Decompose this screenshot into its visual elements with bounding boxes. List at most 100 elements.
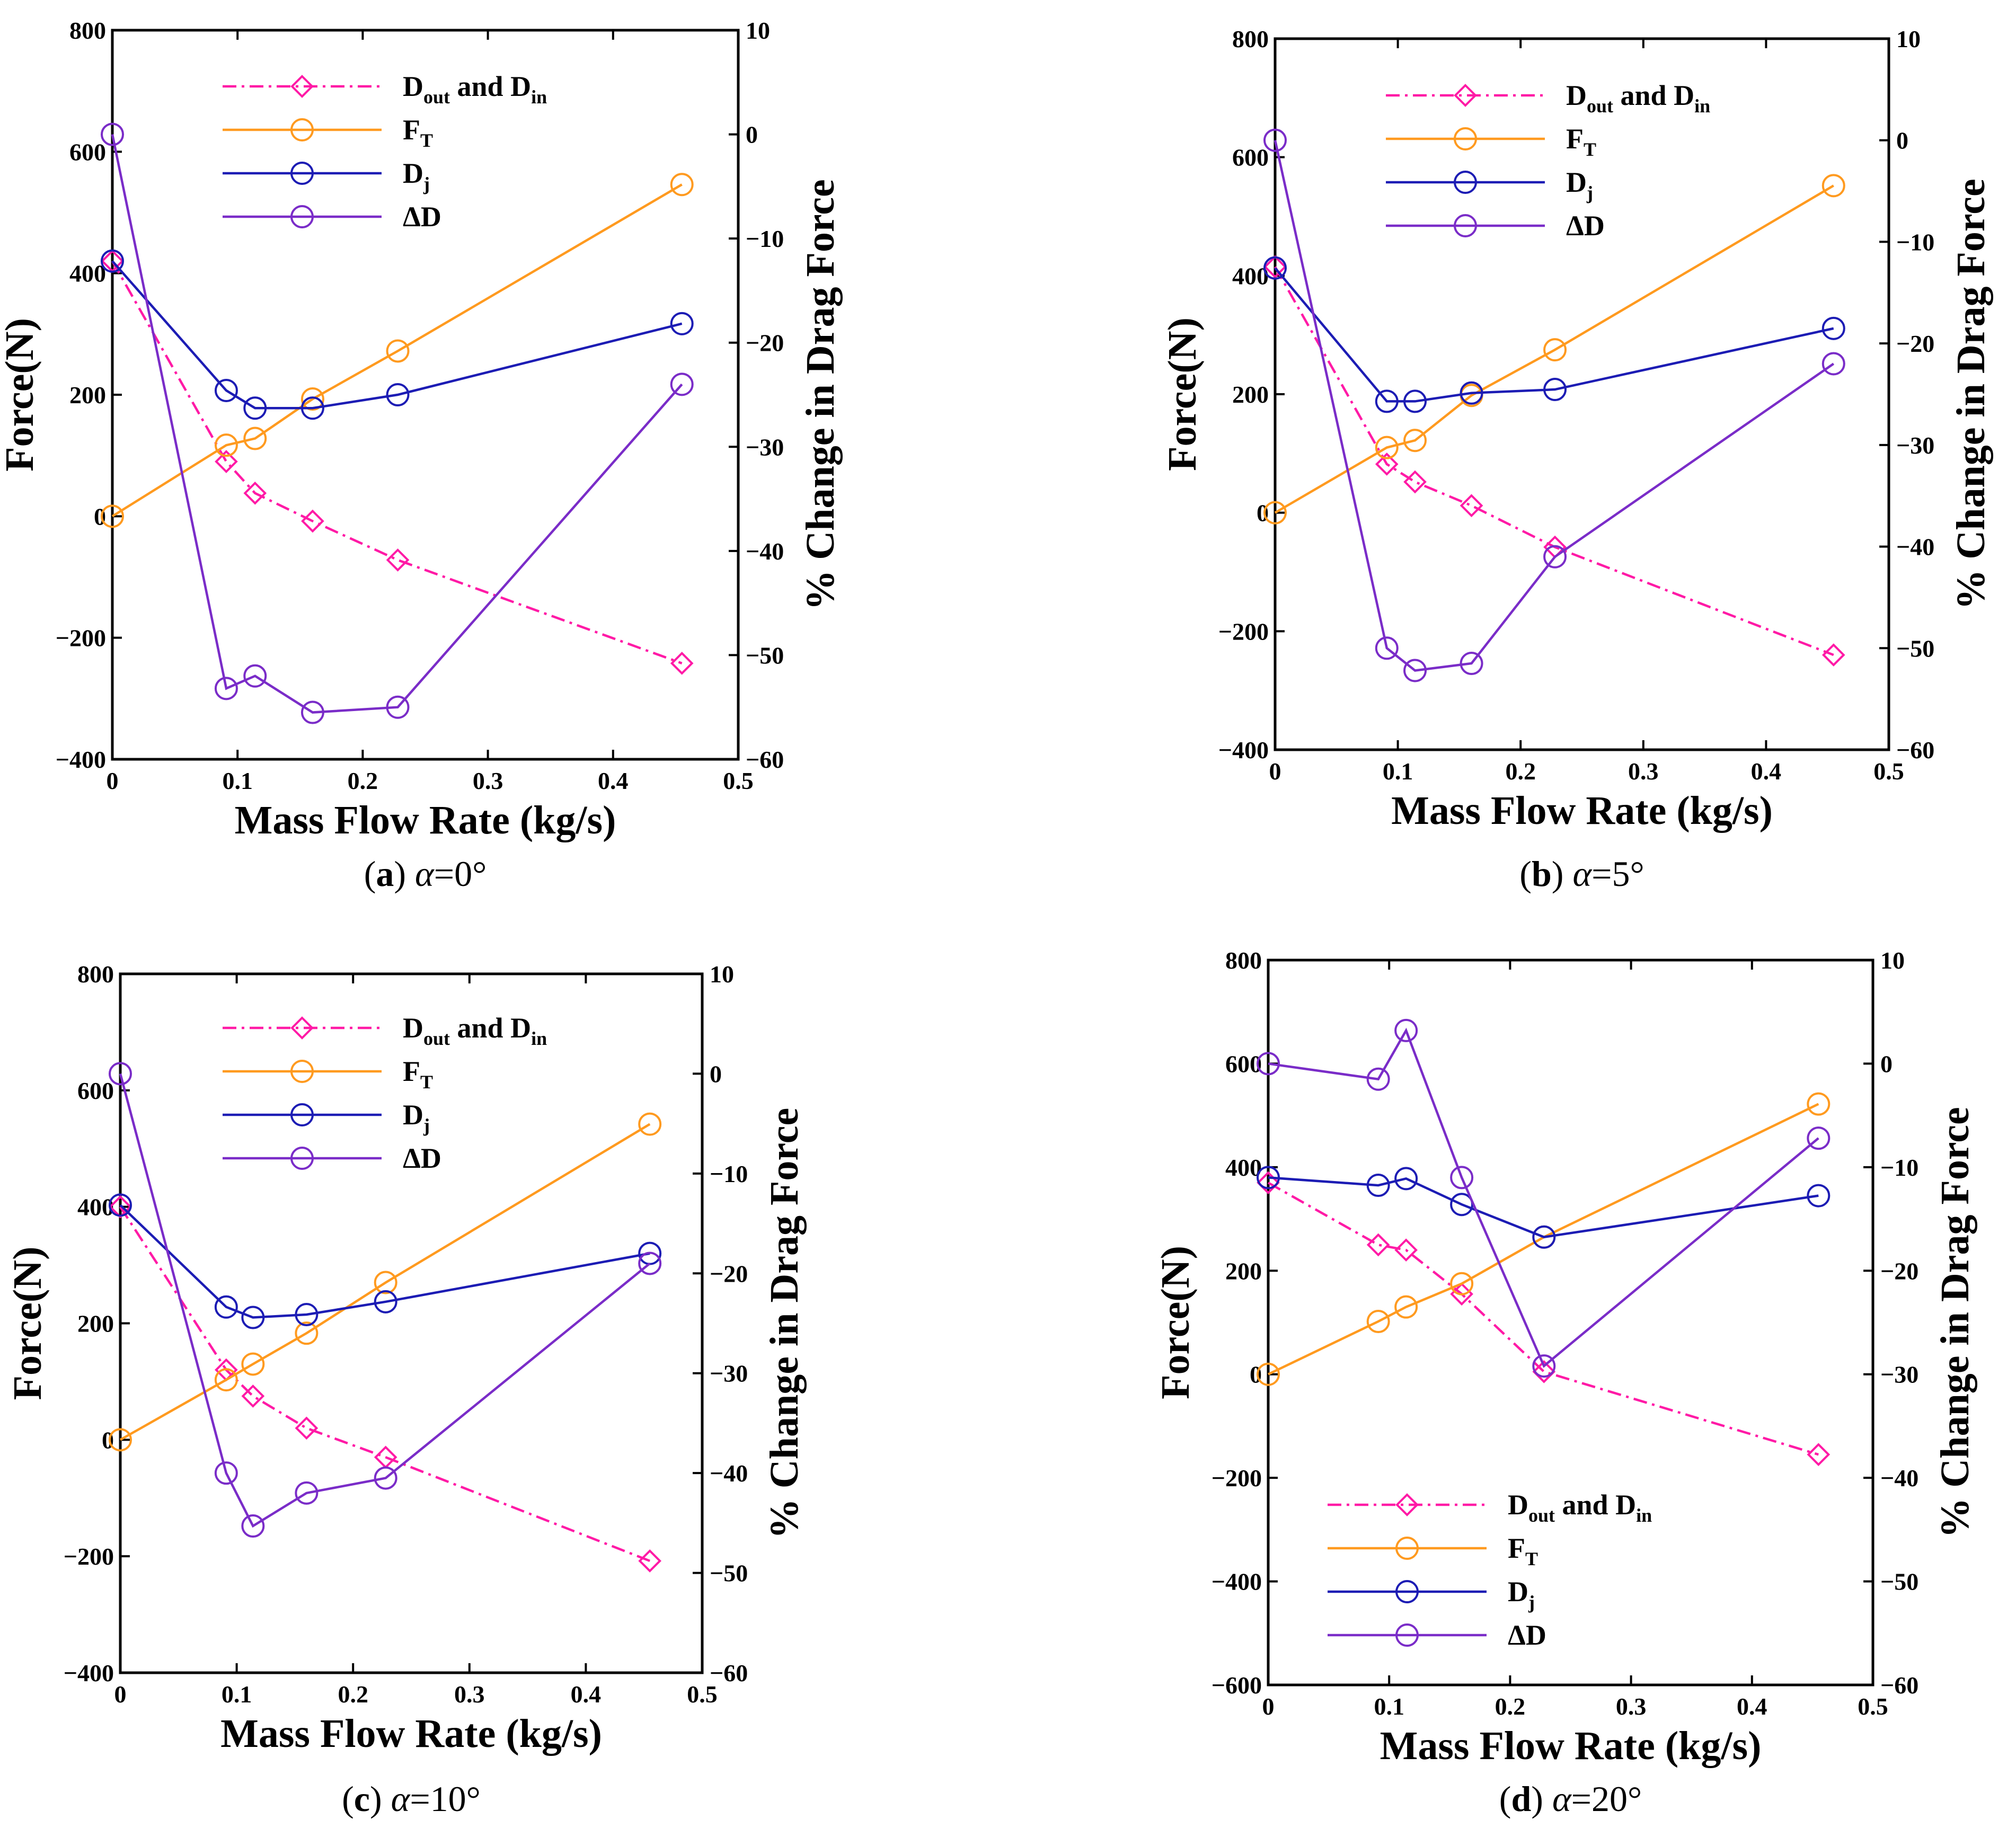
- x-tick-label: 0.5: [723, 767, 754, 794]
- legend-marker: [1395, 1580, 1419, 1603]
- y2-tick-label: −50: [1880, 1568, 1918, 1595]
- chart-panel-a: 0 0.1 0.2 0.3 0.4 0.5−400−2000200400600800−60…: [0, 17, 843, 894]
- y-tick-label: 400: [77, 1194, 114, 1221]
- y-tick-label: 400: [1225, 1154, 1262, 1181]
- legend-marker: [1454, 127, 1477, 150]
- y2-tick-label: −10: [746, 225, 784, 252]
- x-tick-label: 0.5: [1873, 758, 1904, 785]
- data-point: [241, 1352, 265, 1376]
- data-point: [374, 1466, 397, 1490]
- y2-tick-label: −20: [1896, 330, 1934, 357]
- series-line-1: [1268, 1103, 1819, 1375]
- legend-label: FT: [1566, 123, 1596, 160]
- data-point: [295, 1321, 319, 1345]
- data-point: [109, 1428, 132, 1452]
- data-point: [300, 700, 324, 724]
- y-tick-label: 0: [94, 503, 106, 530]
- y-tick-label: 800: [1232, 25, 1269, 52]
- data-point: [638, 1252, 662, 1275]
- y-tick-label: −400: [1212, 1568, 1262, 1595]
- data-point: [1403, 659, 1427, 682]
- y-axis-label: Force(N): [1160, 317, 1205, 471]
- legend-label: Dout and Din: [403, 70, 547, 108]
- y2-tick-label: −50: [1896, 635, 1934, 662]
- data-point: [101, 122, 124, 146]
- y2-tick-label: −60: [1896, 736, 1934, 764]
- legend: Dout and Din FT Dj ΔD: [1328, 1489, 1652, 1651]
- legend-label: FT: [403, 114, 433, 151]
- x-tick-label: 0: [114, 1681, 127, 1708]
- data-point: [1366, 1233, 1390, 1257]
- series-line-2: [119, 1204, 650, 1319]
- y-tick-label: −200: [1212, 1465, 1262, 1492]
- legend-label: Dj: [1508, 1576, 1535, 1613]
- data-point: [1822, 352, 1845, 376]
- data-point: [243, 396, 267, 420]
- data-point: [243, 664, 267, 688]
- series-line-0: [1274, 266, 1834, 656]
- x-axis-label: Mass Flow Rate (kg/s): [1391, 788, 1773, 833]
- series-line-2: [1268, 1176, 1819, 1239]
- data-point: [1807, 1184, 1831, 1208]
- data-point: [1532, 1225, 1556, 1249]
- series-line-0: [111, 260, 683, 664]
- data-point: [214, 677, 238, 700]
- data-point: [109, 1195, 132, 1219]
- x-tick-label: 0.5: [1858, 1693, 1888, 1720]
- y2-axis-label: % Change in Drag Force: [1933, 1107, 1977, 1538]
- y-tick-label: 800: [77, 961, 114, 988]
- series-line-3: [1274, 140, 1835, 672]
- legend-label: Dj: [1566, 166, 1593, 203]
- data-point: [1450, 1166, 1474, 1190]
- data-point: [1403, 389, 1427, 413]
- data-point: [1460, 494, 1483, 518]
- series-line-2: [111, 260, 683, 410]
- data-point: [1257, 1166, 1280, 1190]
- data-point: [243, 481, 267, 505]
- data-point: [295, 1303, 319, 1327]
- x-axis-label: Mass Flow Rate (kg/s): [1380, 1724, 1762, 1768]
- data-point: [1375, 389, 1399, 413]
- data-point: [670, 173, 694, 197]
- y2-tick-label: −40: [1880, 1465, 1918, 1492]
- y-tick-label: 600: [1232, 144, 1269, 171]
- chart-panel-b: 0 0.1 0.2 0.3 0.4 0.5−400−2000200400600800−60…: [1160, 25, 1993, 894]
- y2-axis-label: % Change in Drag Force: [798, 179, 843, 610]
- data-point: [1366, 1310, 1390, 1334]
- legend-label: Dout and Din: [1566, 79, 1710, 117]
- y-tick-label: −400: [64, 1659, 114, 1687]
- data-point: [300, 396, 324, 420]
- y2-tick-label: 10: [710, 961, 734, 988]
- x-tick-label: 0.2: [1495, 1693, 1526, 1720]
- series-line-1: [111, 183, 683, 518]
- data-point: [1822, 316, 1845, 340]
- x-tick-label: 0.4: [1737, 1693, 1767, 1720]
- y-tick-label: −400: [56, 746, 106, 773]
- legend-label: Dout and Din: [403, 1012, 547, 1049]
- data-point: [1460, 381, 1483, 405]
- legend-marker: [290, 1016, 314, 1040]
- data-point: [241, 1384, 265, 1408]
- series-line-3: [119, 1073, 651, 1528]
- data-point: [214, 1368, 238, 1392]
- legend-marker: [1454, 214, 1477, 237]
- y2-tick-label: −20: [1880, 1257, 1918, 1284]
- x-tick-label: 0.3: [1628, 758, 1659, 785]
- y2-tick-label: −30: [1896, 432, 1934, 459]
- y2-tick-label: −10: [1880, 1154, 1918, 1181]
- data-point: [386, 383, 410, 406]
- y2-tick-label: −60: [746, 746, 784, 773]
- y-tick-label: 800: [1225, 947, 1262, 974]
- x-tick-label: 0.2: [1505, 758, 1536, 785]
- y-tick-label: −200: [56, 625, 106, 652]
- x-tick-label: 0.1: [1374, 1693, 1404, 1720]
- data-point: [1263, 128, 1287, 152]
- series-line-1: [1274, 184, 1834, 514]
- y-axis-label: Force(N): [1153, 1246, 1198, 1399]
- data-point: [301, 509, 324, 533]
- x-axis-label: Mass Flow Rate (kg/s): [220, 1711, 602, 1756]
- data-point: [214, 1461, 238, 1485]
- y-tick-label: 800: [69, 17, 106, 44]
- x-tick-label: 0.2: [348, 767, 378, 794]
- legend-marker: [1454, 171, 1477, 194]
